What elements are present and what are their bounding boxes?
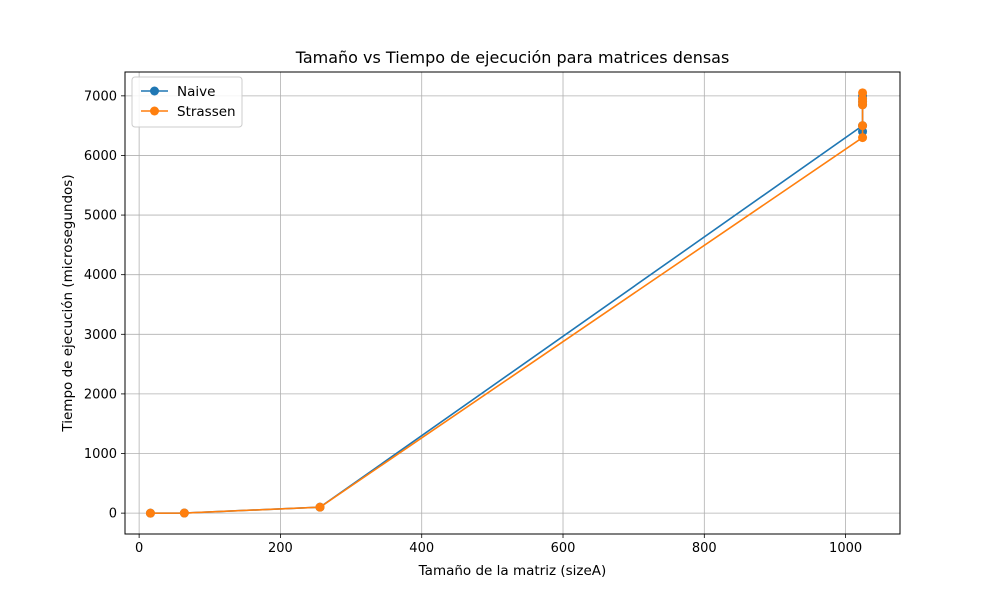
y-tick-label: 1000 [84,447,117,462]
data-point-strassen [858,133,868,143]
data-point-strassen [858,121,868,131]
data-point-strassen [858,88,868,98]
x-tick-label: 0 [135,541,143,556]
x-tick-label: 1000 [829,541,862,556]
y-tick-label: 6000 [84,149,117,164]
y-axis-label: Tiempo de ejecución (microsegundos) [60,174,76,432]
legend: Naive Strassen [131,76,243,128]
x-tick-label: 200 [268,541,293,556]
legend-box [131,76,243,128]
x-tick-label: 600 [551,541,576,556]
data-point-strassen [315,502,325,512]
y-tick-label: 3000 [84,328,117,343]
y-tick-label: 5000 [84,209,117,224]
y-tick-label: 0 [109,507,117,522]
legend-marker-strassen [150,106,159,116]
data-point-strassen [179,508,189,518]
y-tick-label: 4000 [84,268,117,283]
grid-lines [125,72,900,534]
legend-marker-naive [150,86,159,96]
legend-label-strassen: Strassen [177,104,236,120]
axis-ticks: 0 200 400 600 800 1000 0 1000 2000 3000 4000 5000 60… [84,89,862,556]
y-tick-label: 7000 [84,89,117,104]
legend-label-naive: Naive [177,84,215,100]
series-strassen [145,88,868,518]
data-point-strassen [145,508,155,518]
x-tick-label: 800 [692,541,717,556]
x-tick-label: 400 [409,541,434,556]
plot-area-frame [124,71,901,535]
data-series [145,88,868,518]
chart-title: Tamaño vs Tiempo de ejecución para matri… [295,48,730,67]
x-axis-label: Tamaño de la matriz (sizeA) [418,563,607,579]
y-tick-label: 2000 [84,387,117,402]
